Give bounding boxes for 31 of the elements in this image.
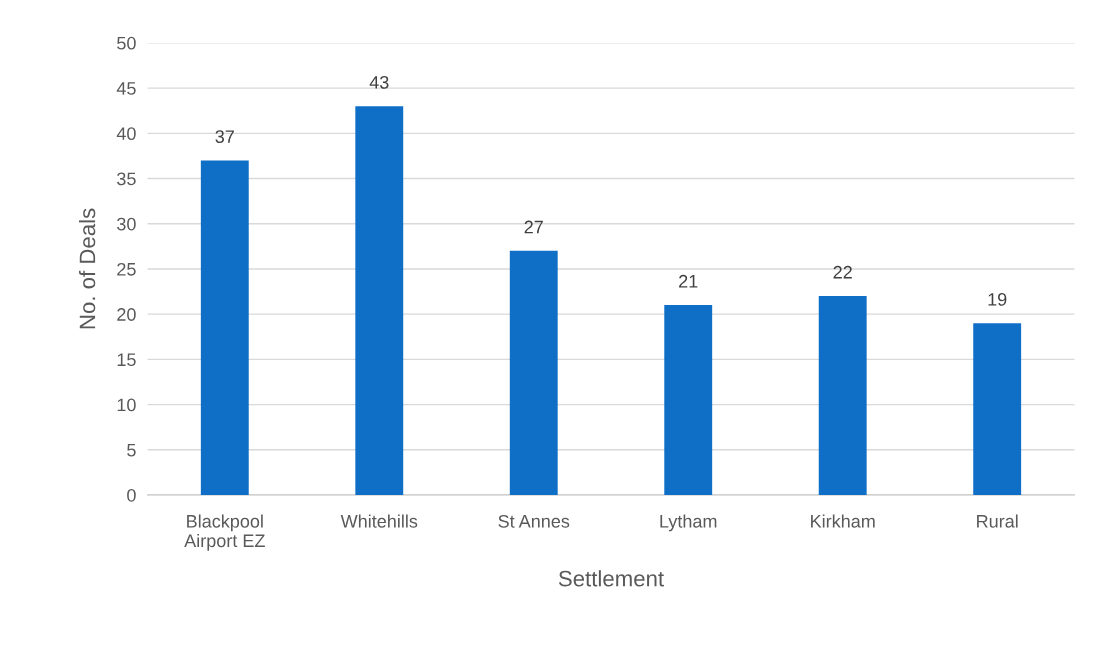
y-tick-label: 30: [117, 217, 136, 231]
y-tick-label: 15: [117, 353, 136, 367]
y-tick-label: 20: [117, 308, 136, 321]
data-label: 19: [988, 292, 1007, 306]
y-axis-title: No. of Deals: [78, 208, 96, 329]
data-label: 37: [215, 130, 234, 143]
bar: [355, 106, 404, 495]
data-label: 43: [369, 75, 389, 89]
y-tick-label: 0: [127, 488, 136, 502]
bar: [664, 305, 713, 495]
x-tick-label: Blackpool Airport EZ: [184, 514, 265, 551]
y-tick-label: 45: [116, 82, 136, 95]
y-tick-label: 5: [127, 443, 136, 457]
x-tick-label: Kirkham: [811, 514, 875, 528]
x-tick-label: Lytham: [660, 514, 717, 532]
data-label: 27: [524, 220, 543, 234]
bar: [973, 323, 1022, 495]
x-tick-label: St Annes: [498, 514, 570, 528]
y-tick-label: 40: [116, 127, 136, 141]
data-label: 22: [833, 265, 852, 279]
data-label: 21: [679, 274, 698, 288]
y-tick-label: 25: [117, 262, 136, 276]
bar: [509, 250, 558, 495]
y-tick-label: 35: [117, 172, 136, 186]
x-tick-label: Rural: [977, 514, 1018, 528]
x-tick-label: Whitehills: [340, 514, 418, 528]
x-axis-title: Settlement: [558, 570, 664, 587]
bar: [818, 296, 867, 495]
y-tick-label: 50: [117, 36, 136, 50]
y-tick-label: 10: [117, 398, 136, 412]
bar: [200, 160, 249, 495]
